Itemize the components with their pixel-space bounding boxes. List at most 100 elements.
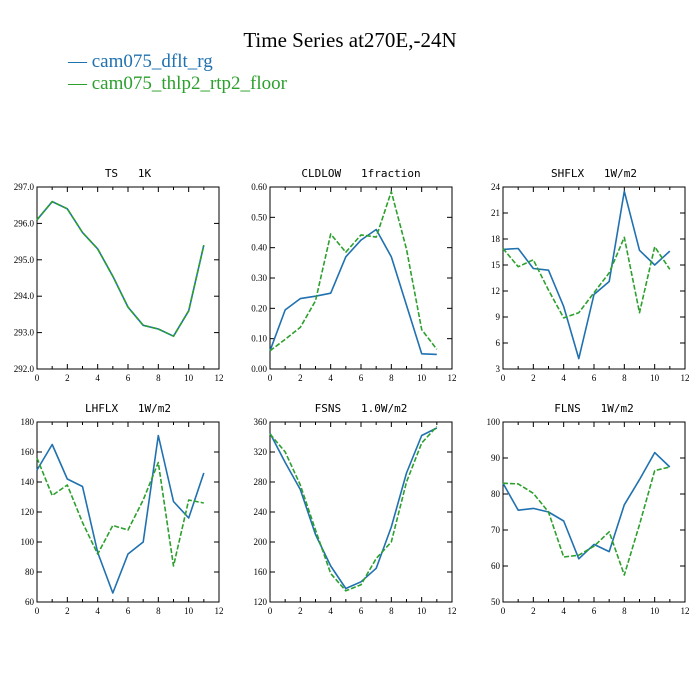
x-tick-label: 2 (65, 606, 70, 616)
x-tick-label: 10 (184, 606, 194, 616)
y-tick-label: 240 (254, 507, 268, 517)
y-tick-label: 140 (21, 477, 35, 487)
x-tick-label: 10 (650, 373, 660, 383)
y-tick-label: 160 (21, 447, 35, 457)
y-tick-label: 296.0 (14, 218, 35, 228)
x-tick-label: 6 (126, 606, 131, 616)
legend-label: cam075_thlp2_rtp2_floor (91, 73, 287, 94)
x-tick-label: 8 (156, 373, 161, 383)
x-tick-label: 6 (359, 606, 364, 616)
x-tick-label: 0 (268, 606, 273, 616)
series-line-1 (36, 434, 205, 594)
panel-title: SHFLX 1W/m2 (551, 167, 637, 180)
y-tick-label: 120 (21, 507, 35, 517)
plot-frame (269, 186, 453, 370)
y-tick-label: 100 (487, 417, 501, 427)
series-line-2 (269, 425, 438, 592)
legend-entry-2: — cam075_thlp2_rtp2_floor (68, 73, 287, 95)
x-tick-label: 6 (592, 373, 597, 383)
x-tick-label: 12 (448, 373, 457, 383)
y-tick-label: 3 (496, 364, 501, 374)
series-line-2 (502, 466, 670, 576)
x-tick-label: 0 (35, 373, 40, 383)
y-tick-label: 24 (491, 182, 501, 192)
x-tick-label: 8 (156, 606, 161, 616)
panel-title: LHFLX 1W/m2 (85, 402, 171, 415)
legend-line-icon: — (68, 51, 87, 72)
series-line-2 (36, 457, 204, 567)
x-tick-label: 12 (215, 606, 224, 616)
x-tick-label: 12 (448, 606, 457, 616)
y-tick-label: 80 (491, 489, 501, 499)
y-tick-label: 294.0 (14, 291, 35, 301)
y-tick-label: 80 (25, 567, 35, 577)
y-tick-label: 0.60 (251, 182, 267, 192)
x-tick-label: 10 (184, 373, 194, 383)
series-line-1 (269, 228, 437, 356)
chart-panel-6: FLNS 1W/m2 0 2 4 6 8 10 12 50 60 70 80 90 100 (487, 402, 690, 616)
x-tick-label: 6 (126, 373, 131, 383)
x-tick-label: 2 (298, 373, 303, 383)
x-tick-label: 4 (328, 373, 333, 383)
y-tick-label: 9 (496, 312, 501, 322)
series-line-1 (502, 190, 671, 360)
x-tick-label: 0 (35, 606, 40, 616)
series-line-2 (269, 190, 438, 352)
x-tick-label: 4 (95, 606, 100, 616)
y-tick-label: 100 (21, 537, 35, 547)
chart-panel-2: CLDLOW 1fraction 0 2 4 6 8 10 12 0.00 0.10 0.20 0.3… (251, 167, 456, 383)
plot-frame (36, 421, 220, 603)
series-line-2 (36, 200, 205, 338)
x-tick-label: 10 (417, 373, 427, 383)
y-tick-label: 320 (254, 447, 268, 457)
y-tick-label: 0.30 (251, 273, 267, 283)
panel-title: FSNS 1.0W/m2 (315, 402, 408, 415)
panel-title: FLNS 1W/m2 (554, 402, 633, 415)
x-tick-label: 2 (531, 373, 536, 383)
y-tick-label: 50 (491, 597, 501, 607)
x-tick-label: 10 (650, 606, 660, 616)
y-tick-label: 292.0 (14, 364, 35, 374)
x-tick-label: 0 (268, 373, 273, 383)
y-tick-label: 0.40 (251, 243, 267, 253)
y-tick-label: 0.20 (251, 303, 267, 313)
y-tick-label: 293.0 (14, 328, 35, 338)
y-tick-label: 180 (21, 417, 35, 427)
panel-title: CLDLOW 1fraction (301, 167, 420, 180)
x-tick-label: 0 (501, 373, 506, 383)
x-tick-label: 6 (592, 606, 597, 616)
x-tick-label: 4 (328, 606, 333, 616)
y-tick-label: 90 (491, 453, 501, 463)
x-tick-label: 4 (561, 606, 566, 616)
x-tick-label: 12 (681, 373, 690, 383)
x-tick-label: 2 (65, 373, 70, 383)
chart-panel-1: TS 1K 0 2 4 6 8 10 12 292.0 293.0 294.0 295.0 296.0 2… (14, 167, 224, 383)
legend-label: cam075_dflt_rg (91, 51, 213, 72)
legend-line-icon: — (68, 73, 87, 94)
y-tick-label: 120 (254, 597, 268, 607)
legend-entry-1: — cam075_dflt_rg (68, 51, 213, 73)
y-tick-label: 200 (254, 537, 268, 547)
y-tick-label: 15 (491, 260, 501, 270)
chart-panel-4: LHFLX 1W/m2 0 2 4 6 8 10 12 60 80 100 120 140 160 180 (21, 402, 224, 616)
x-tick-label: 8 (622, 373, 627, 383)
x-tick-label: 4 (95, 373, 100, 383)
series-line-1 (36, 200, 205, 338)
x-tick-label: 8 (389, 606, 394, 616)
x-tick-label: 4 (561, 373, 566, 383)
figure-title: Time Series at270E,-24N (243, 28, 457, 52)
plot-frame (36, 186, 220, 370)
x-tick-label: 0 (501, 606, 506, 616)
x-tick-label: 2 (298, 606, 303, 616)
y-tick-label: 0.10 (251, 334, 267, 344)
y-tick-label: 60 (25, 597, 35, 607)
y-tick-label: 0.50 (251, 212, 267, 222)
plot-frame (502, 186, 686, 370)
y-tick-label: 160 (254, 567, 268, 577)
y-tick-label: 60 (491, 561, 501, 571)
chart-panel-5: FSNS 1.0W/m2 0 2 4 6 8 10 12 120 160 200 240 280 320 3… (254, 402, 457, 616)
y-tick-label: 6 (496, 338, 501, 348)
x-tick-label: 8 (622, 606, 627, 616)
